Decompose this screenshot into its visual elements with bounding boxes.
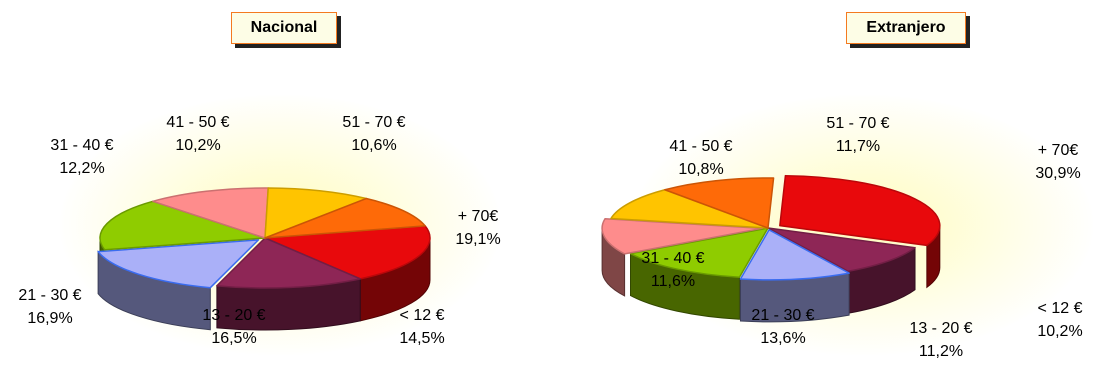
slice-label-name: 21 - 30 €	[18, 287, 82, 304]
slice-label-percent: 16,9%	[27, 310, 73, 327]
pie-slice	[152, 187, 269, 239]
pie-slice	[664, 177, 775, 229]
pie-slice	[264, 225, 431, 280]
slice-label: 21 - 30 € 13,6%	[728, 304, 838, 350]
slice-label: 51 - 70 € 10,6%	[319, 111, 429, 157]
slice-label-percent: 10,2%	[1037, 323, 1083, 340]
slice-label-percent: 10,6%	[351, 137, 397, 154]
slice-label: 13 - 20 € 11,2%	[886, 317, 996, 363]
slice-label-name: 31 - 40 €	[641, 250, 705, 267]
pie-slice	[264, 197, 426, 239]
slice-label-percent: 30,9%	[1035, 165, 1081, 182]
slice-label: < 12 € 14,5%	[367, 304, 477, 350]
slice-label-percent: 13,6%	[760, 330, 806, 347]
slice-label-name: 41 - 50 €	[166, 114, 230, 131]
slice-label: < 12 € 10,2%	[1005, 297, 1115, 343]
pie-slice	[779, 174, 941, 247]
slice-label: 13 - 20 € 16,5%	[179, 304, 289, 350]
slice-label-name: + 70€	[1037, 142, 1079, 159]
slice-label-name: 31 - 40 €	[50, 137, 114, 154]
slice-label: + 70€ 30,9%	[1003, 139, 1113, 185]
pie-chart-nacional	[97, 187, 431, 331]
slice-label-percent: 11,2%	[918, 343, 964, 360]
slice-label-name: < 12 €	[1037, 300, 1083, 317]
slice-label-name: 51 - 70 €	[342, 114, 406, 131]
slice-label-percent: 10,2%	[175, 137, 221, 154]
slice-label-percent: 12,2%	[59, 160, 105, 177]
chart-title: Extranjero	[846, 12, 966, 44]
slice-label-name: 21 - 30 €	[751, 307, 815, 324]
pie-slice	[264, 187, 367, 239]
pie-slice	[601, 218, 763, 255]
pie-slice	[629, 227, 769, 278]
slice-label-name: < 12 €	[399, 307, 445, 324]
slice-label: 51 - 70 € 11,7%	[803, 112, 913, 158]
slice-label-percent: 16,5%	[211, 330, 257, 347]
pie-slice	[216, 237, 361, 289]
pie-slice	[739, 229, 850, 281]
slice-label-percent: 11,6%	[650, 273, 696, 290]
chart-title: Nacional	[231, 12, 337, 44]
pie-slice	[99, 200, 266, 251]
slice-label-percent: 19,1%	[455, 231, 501, 248]
slice-label-name: 13 - 20 €	[909, 320, 973, 337]
slice-label-name: 51 - 70 €	[826, 115, 890, 132]
slice-label-name: 13 - 20 €	[202, 307, 266, 324]
slice-label: 31 - 40 € 12,2%	[27, 134, 137, 180]
slice-label: 41 - 50 € 10,8%	[646, 135, 756, 181]
slice-label-name: 41 - 50 €	[669, 138, 733, 155]
slice-label-percent: 10,8%	[678, 161, 724, 178]
pie-slice	[97, 239, 260, 289]
slice-label-percent: 14,5%	[399, 330, 445, 347]
chart-nacional: Nacional + 70€ 19,1% < 12 €14,5% 13 - 20 €1…	[0, 12, 533, 355]
slice-label: 41 - 50 € 10,2%	[143, 111, 253, 157]
slice-label-name: + 70€	[457, 208, 499, 225]
slice-label: 31 - 40 € 11,6%	[618, 247, 728, 293]
slice-label: 21 - 30 € 16,9%	[0, 284, 105, 330]
pie-slice	[610, 189, 769, 229]
pie-chart-extranjero	[601, 174, 941, 323]
slice-label: + 70€ 19,1%	[423, 205, 533, 251]
pie-slice	[767, 227, 916, 273]
chart-extranjero: Extranjero + 70€ 30,9% < 12 € 10,2% 13 - 20 …	[558, 0, 1116, 376]
slice-label-percent: 11,7%	[835, 138, 881, 155]
